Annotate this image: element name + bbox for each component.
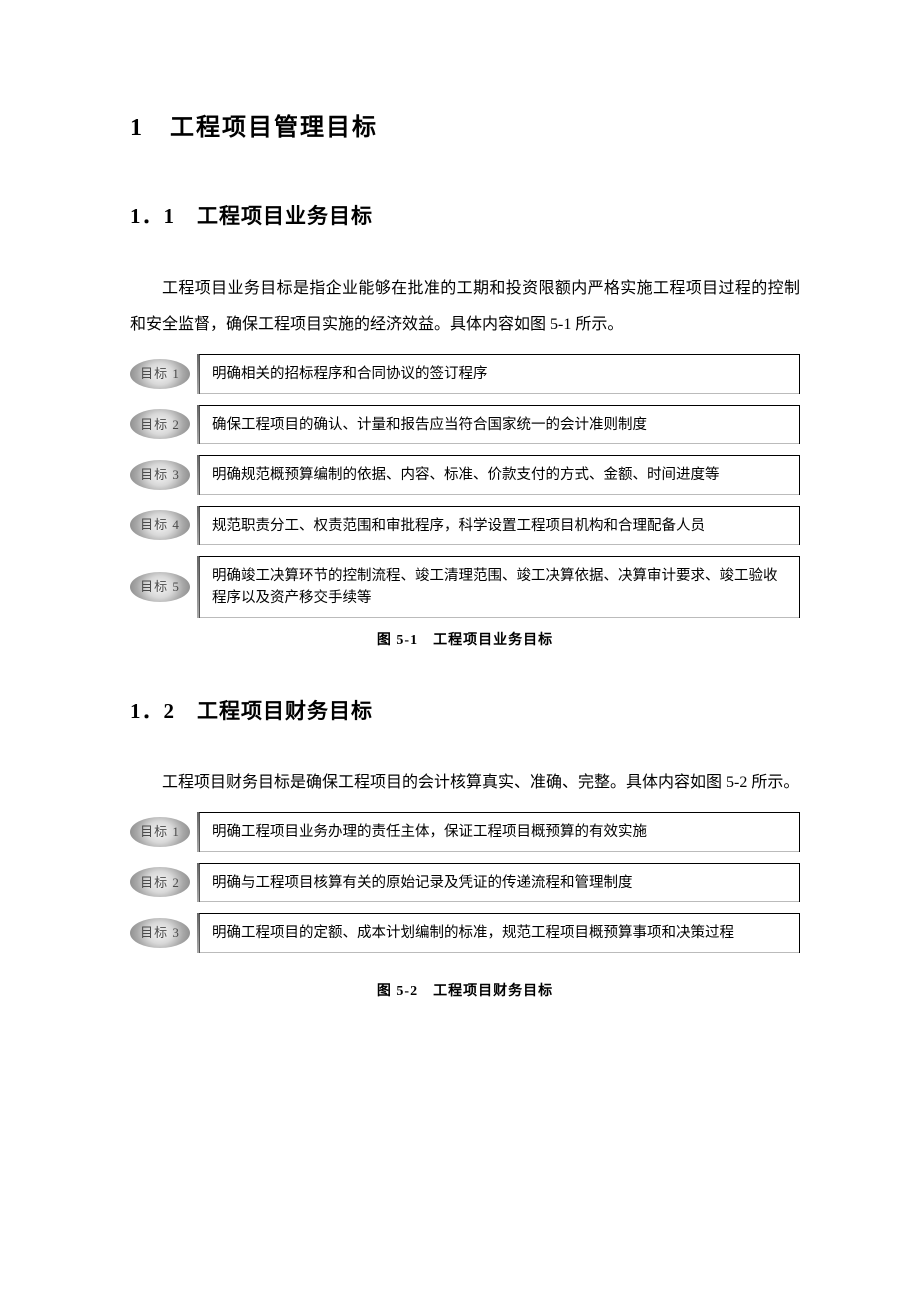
figure-caption-5-2: 图 5-2 工程项目财务目标	[130, 981, 800, 1002]
goal-pill-icon: 目标 5	[130, 572, 190, 602]
goal-text-box: 明确与工程项目核算有关的原始记录及凭证的传递流程和管理制度	[198, 863, 800, 902]
paragraph-section-1-2: 工程项目财务目标是确保工程项目的会计核算真实、准确、完整。具体内容如图 5-2 …	[130, 765, 800, 802]
goal-text-box: 明确相关的招标程序和合同协议的签订程序	[198, 354, 800, 393]
goal-text-box: 明确规范概预算编制的依据、内容、标准、价款支付的方式、金额、时间进度等	[198, 455, 800, 494]
goal-pill-icon: 目标 1	[130, 817, 190, 847]
goal-row: 目标 3 明确规范概预算编制的依据、内容、标准、价款支付的方式、金额、时间进度等	[130, 455, 800, 494]
heading-level-1: 1 工程项目管理目标	[130, 110, 800, 146]
heading-section-1-2: 1．2 工程项目财务目标	[130, 696, 800, 728]
goal-row: 目标 1 明确工程项目业务办理的责任主体，保证工程项目概预算的有效实施	[130, 812, 800, 851]
goal-pill-icon: 目标 3	[130, 460, 190, 490]
paragraph-section-1-1: 工程项目业务目标是指企业能够在批准的工期和投资限额内严格实施工程项目过程的控制和…	[130, 271, 800, 345]
goal-row: 目标 3 明确工程项目的定额、成本计划编制的标准，规范工程项目概预算事项和决策过…	[130, 913, 800, 952]
goal-list-business: 目标 1 明确相关的招标程序和合同协议的签订程序 目标 2 确保工程项目的确认、…	[130, 354, 800, 618]
goal-text-box: 明确工程项目业务办理的责任主体，保证工程项目概预算的有效实施	[198, 812, 800, 851]
goal-text-box: 确保工程项目的确认、计量和报告应当符合国家统一的会计准则制度	[198, 405, 800, 444]
goal-row: 目标 4 规范职责分工、权责范围和审批程序，科学设置工程项目机构和合理配备人员	[130, 506, 800, 545]
goal-row: 目标 1 明确相关的招标程序和合同协议的签订程序	[130, 354, 800, 393]
goal-row: 目标 5 明确竣工决算环节的控制流程、竣工清理范围、竣工决算依据、决算审计要求、…	[130, 556, 800, 618]
goal-list-finance: 目标 1 明确工程项目业务办理的责任主体，保证工程项目概预算的有效实施 目标 2…	[130, 812, 800, 952]
goal-pill-icon: 目标 2	[130, 867, 190, 897]
goal-text-box: 规范职责分工、权责范围和审批程序，科学设置工程项目机构和合理配备人员	[198, 506, 800, 545]
heading-section-1-1: 1．1 工程项目业务目标	[130, 201, 800, 233]
goal-text-box: 明确竣工决算环节的控制流程、竣工清理范围、竣工决算依据、决算审计要求、竣工验收程…	[198, 556, 800, 618]
goal-pill-icon: 目标 2	[130, 409, 190, 439]
goal-row: 目标 2 明确与工程项目核算有关的原始记录及凭证的传递流程和管理制度	[130, 863, 800, 902]
figure-caption-5-1: 图 5-1 工程项目业务目标	[130, 630, 800, 651]
goal-text-box: 明确工程项目的定额、成本计划编制的标准，规范工程项目概预算事项和决策过程	[198, 913, 800, 952]
goal-row: 目标 2 确保工程项目的确认、计量和报告应当符合国家统一的会计准则制度	[130, 405, 800, 444]
goal-pill-icon: 目标 4	[130, 510, 190, 540]
goal-pill-icon: 目标 1	[130, 359, 190, 389]
goal-pill-icon: 目标 3	[130, 918, 190, 948]
